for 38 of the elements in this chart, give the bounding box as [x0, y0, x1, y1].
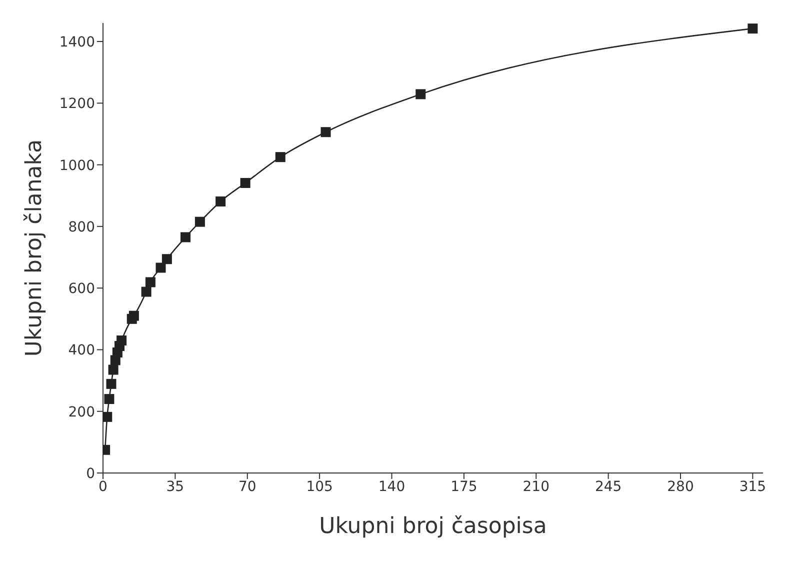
point [216, 196, 226, 206]
x-tick-label: 245 [594, 478, 622, 495]
point [240, 178, 250, 188]
y-tick-label: 600 [68, 281, 95, 298]
y-tick-label: 1200 [59, 96, 95, 112]
x-tick-label: 280 [667, 478, 694, 495]
x-tick-label: 105 [306, 478, 333, 495]
x-tick-label: 70 [238, 478, 256, 495]
point [194, 216, 205, 227]
x-axis-title: Ukupni broj časopisa [319, 514, 547, 539]
y-tick-label: 800 [68, 219, 95, 236]
y-tick-label: 0 [86, 466, 95, 482]
point [108, 364, 118, 375]
point [180, 232, 190, 242]
point [141, 286, 152, 297]
point [106, 378, 116, 389]
y-tick-label: 200 [68, 404, 95, 420]
point [416, 89, 426, 100]
point [156, 262, 166, 273]
y-tick-label: 1000 [59, 158, 95, 174]
x-tick-label: 175 [450, 478, 478, 495]
x-tick-label: 210 [522, 478, 550, 495]
point [275, 152, 286, 162]
point [748, 24, 758, 34]
x-tick-label: 315 [739, 478, 766, 495]
point [162, 254, 172, 264]
x-tick-label: 35 [166, 478, 184, 495]
point [145, 277, 156, 288]
y-tick-label: 400 [68, 342, 95, 359]
x-tick-label: 140 [378, 478, 406, 495]
point [128, 310, 139, 321]
point [103, 412, 112, 422]
point [104, 394, 114, 404]
y-tick-label: 1400 [59, 34, 95, 50]
y-axis-title: Ukupni broj članaka [22, 139, 47, 357]
point [116, 335, 127, 346]
point [320, 127, 331, 138]
x-tick-label: 0 [98, 478, 108, 495]
